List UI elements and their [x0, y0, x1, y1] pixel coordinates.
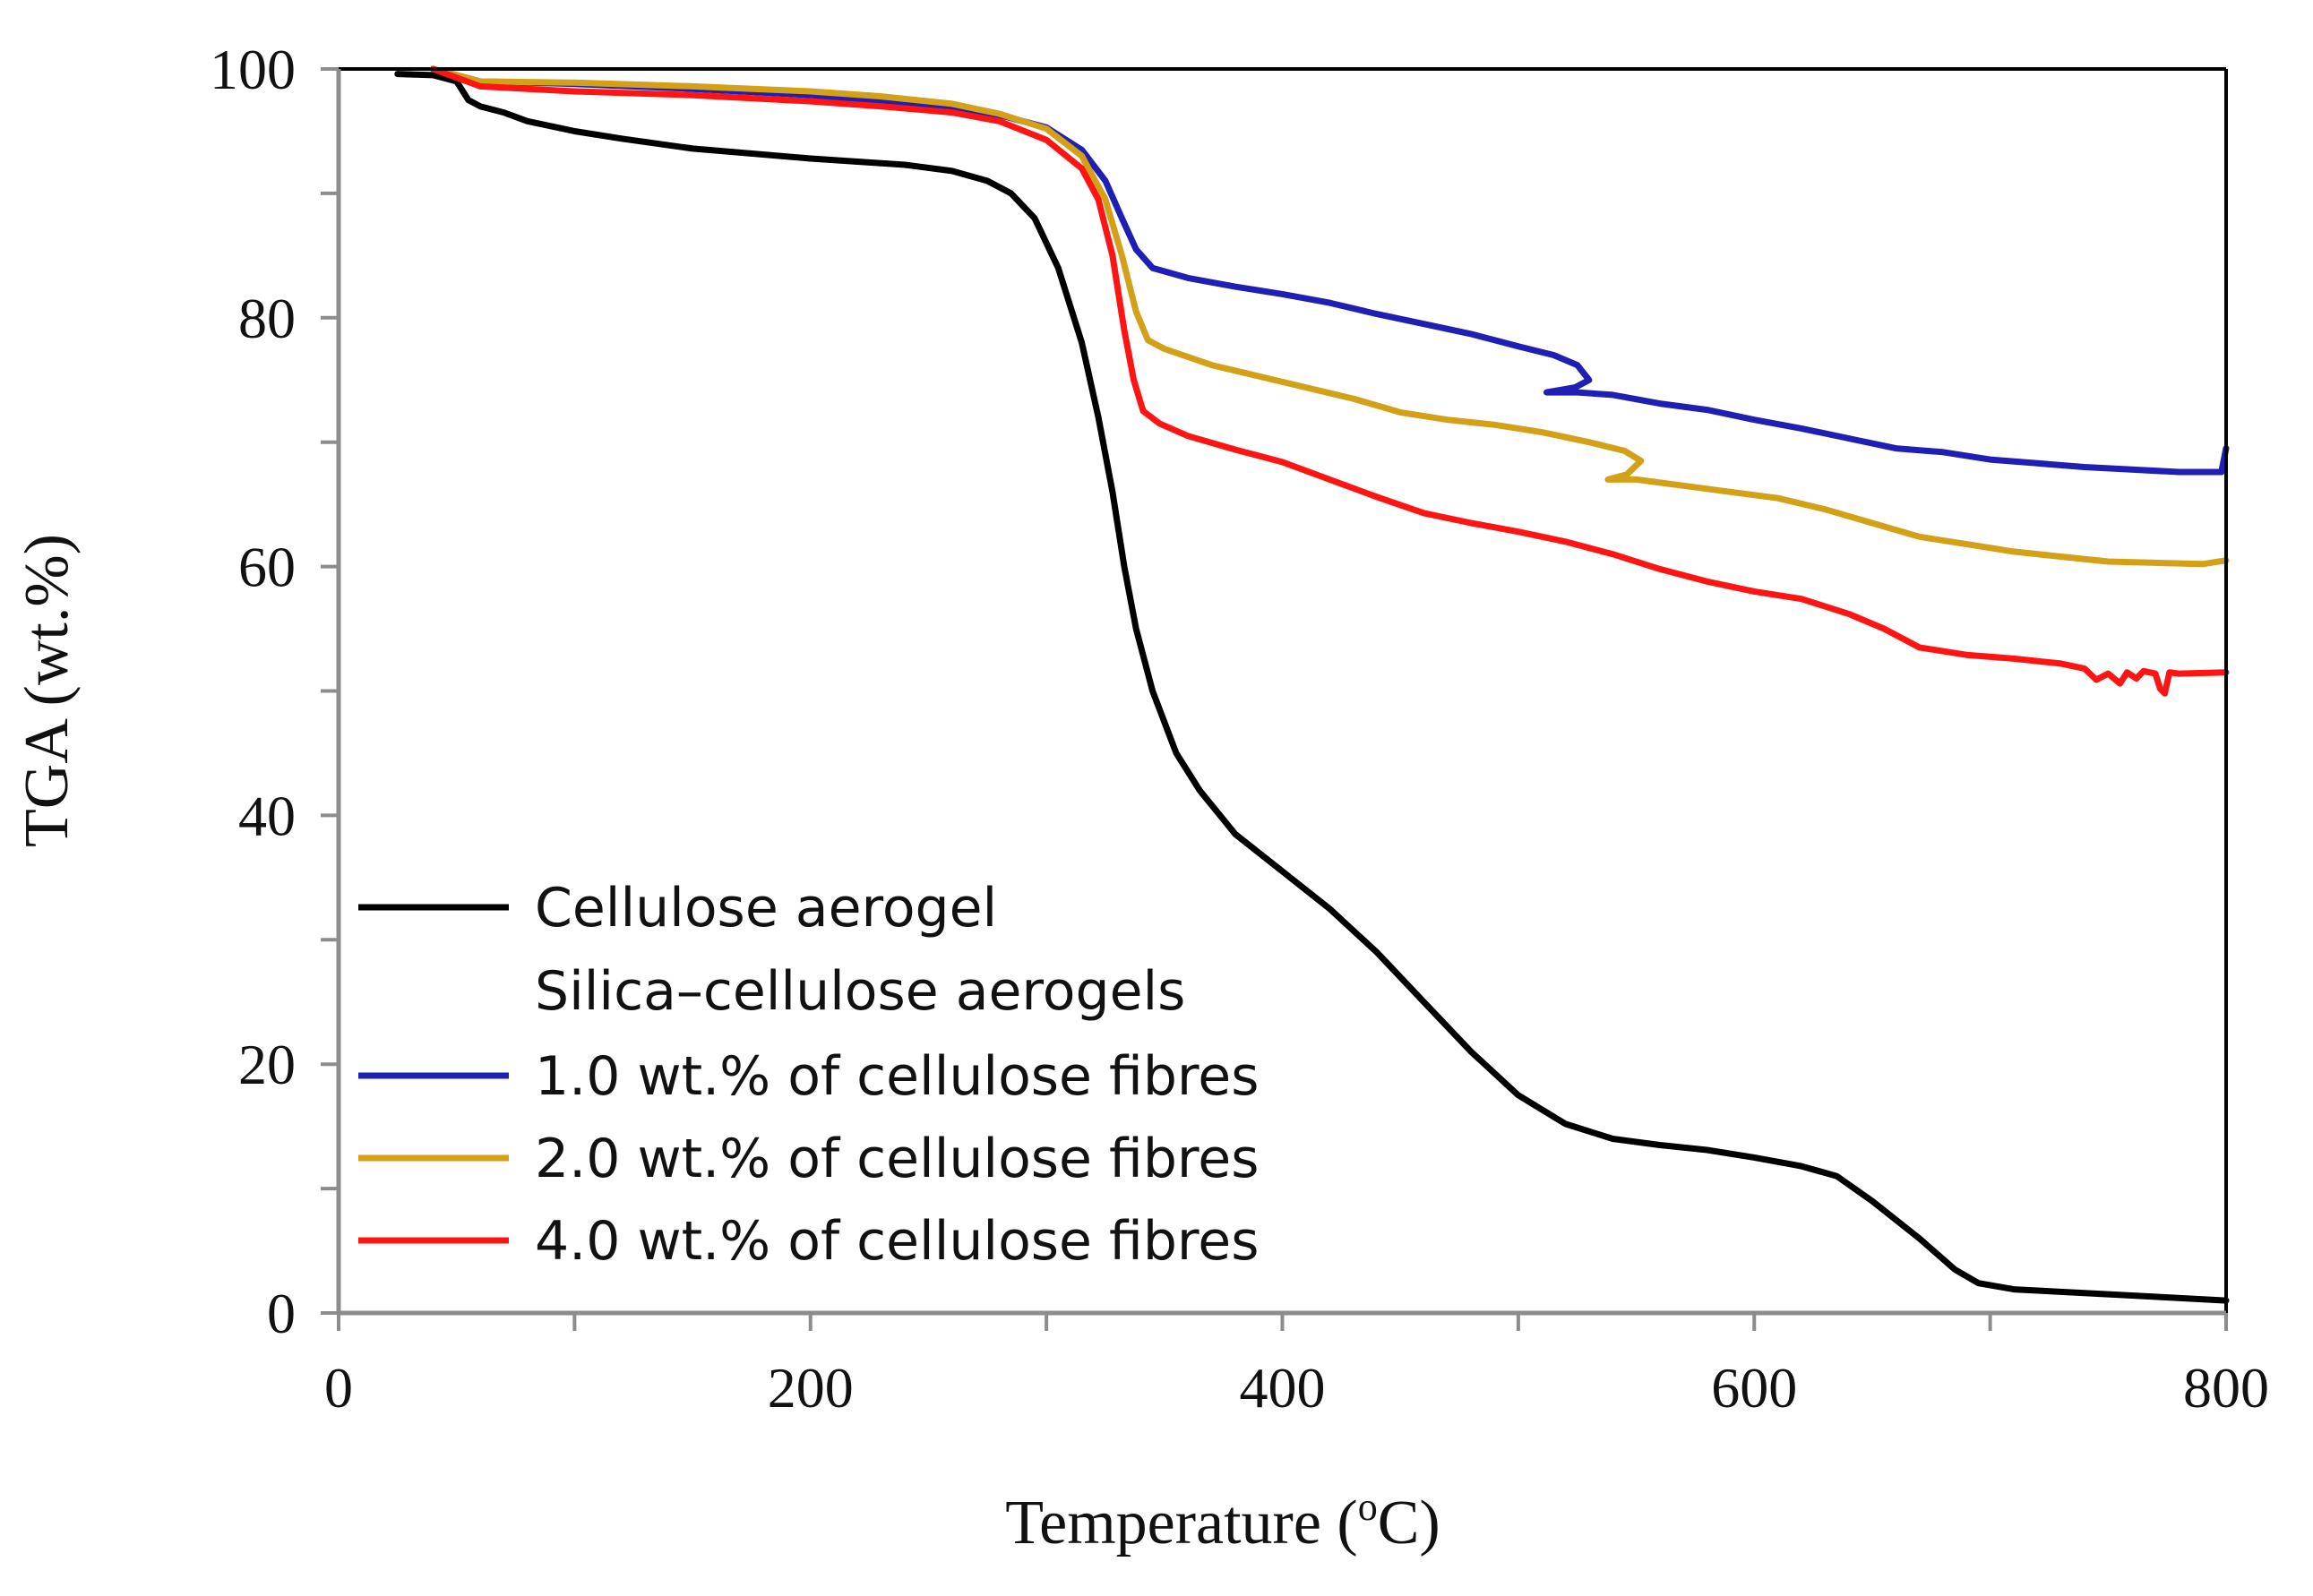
x-axis-title-main: Temperature ( [1005, 1489, 1357, 1557]
y-tick-label: 60 [238, 536, 296, 599]
legend-label-cellulose-aerogel: Cellulose aerogel [535, 877, 997, 940]
x-tick-label: 200 [768, 1356, 854, 1420]
y-tick-label: 100 [210, 38, 296, 101]
x-axis-title-unit: C) [1378, 1489, 1440, 1557]
x-tick-label: 800 [2183, 1356, 2269, 1420]
legend-label-4wt: 4.0 wt.% of cellulose fibres [535, 1210, 1259, 1273]
y-tick-label: 0 [267, 1282, 296, 1345]
x-tick-label: 400 [1240, 1356, 1326, 1420]
legend-label-1wt: 1.0 wt.% of cellulose fibres [535, 1045, 1259, 1108]
x-ticks: 0 200 400 600 800 [324, 1313, 2269, 1420]
y-tick-label: 80 [238, 287, 296, 350]
legend-subtitle: Silica–cellulose aerogels [535, 960, 1185, 1023]
series-line-4-0-wt-of-cellulose-fibres [429, 65, 2230, 697]
x-axis-title: Temperature (oC) [1005, 1485, 1440, 1557]
legend-label-2wt: 2.0 wt.% of cellulose fibres [535, 1128, 1259, 1190]
series-layer [394, 65, 2230, 1304]
x-axis-title-degree: o [1358, 1485, 1378, 1529]
x-tick-label: 600 [1711, 1356, 1797, 1420]
series-line-cellulose-aerogel [394, 71, 2230, 1304]
series-line-2-0-wt-of-cellulose-fibres [429, 65, 2230, 568]
x-tick-label: 0 [324, 1356, 353, 1420]
legend: Cellulose aerogel Silica–cellulose aerog… [358, 877, 1259, 1273]
y-axis-title: TGA (wt.%) [13, 534, 82, 847]
y-ticks: 0 20 40 60 80 100 [210, 38, 339, 1345]
y-tick-label: 20 [238, 1033, 296, 1096]
y-tick-label: 40 [238, 784, 296, 847]
